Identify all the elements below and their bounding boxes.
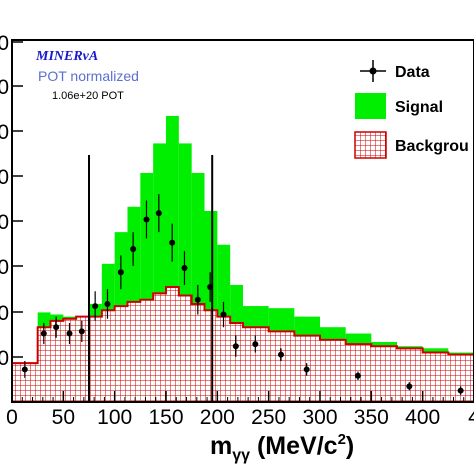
y-tick-label: 0 — [0, 302, 9, 325]
y-tick-label: 0 — [0, 32, 9, 55]
x-tick-label: 50 — [52, 406, 75, 429]
background-bar — [178, 295, 192, 402]
background-bar — [50, 320, 64, 402]
background-bar — [217, 316, 231, 402]
y-tick-label: 0 — [0, 121, 9, 144]
data-point — [207, 284, 214, 291]
normalization-label: POT normalized — [38, 68, 139, 84]
background-bar — [448, 354, 474, 402]
background-bar — [63, 318, 77, 402]
background-bar — [89, 316, 102, 402]
background-bar — [101, 310, 115, 402]
y-tick-label: 0 — [0, 166, 9, 189]
x-tick-label: 300 — [302, 406, 337, 429]
data-point — [155, 210, 162, 217]
data-point — [53, 324, 60, 331]
background-bar — [76, 316, 89, 402]
background-bar — [114, 306, 128, 402]
y-tick-label: 0 — [0, 256, 9, 279]
y-tick-label: 0 — [0, 211, 9, 234]
background-bar — [37, 327, 51, 402]
data-point — [194, 296, 201, 303]
x-axis-title: mγγ (MeV/c2) — [210, 431, 354, 464]
data-point — [406, 383, 413, 390]
x-tick-label: 150 — [148, 406, 183, 429]
background-bar — [153, 293, 166, 402]
legend-background-swatch — [354, 131, 387, 159]
data-point — [220, 311, 227, 318]
x-tick-label: 350 — [354, 406, 389, 429]
legend-background-label: Backgrou — [395, 138, 469, 155]
data-point — [40, 330, 47, 337]
y-tick-labels: 0 0 0 0 0 0 0 0 — [0, 32, 9, 370]
background-bar — [191, 303, 205, 402]
data-point — [130, 246, 137, 253]
data-point — [232, 343, 239, 350]
data-point — [181, 265, 188, 272]
data-point — [457, 387, 464, 394]
x-tick-label: 100 — [97, 406, 132, 429]
data-point — [169, 239, 176, 246]
x-tick-label: 250 — [251, 406, 286, 429]
data-point — [66, 330, 73, 337]
background-bar — [320, 339, 346, 402]
data-point — [92, 303, 99, 310]
background-bar — [268, 331, 295, 402]
data-point — [354, 372, 361, 379]
legend: Data Signal Backgrou — [354, 60, 469, 159]
y-tick-label: 0 — [0, 76, 9, 99]
background-bar — [397, 348, 423, 402]
background-bar — [230, 322, 243, 402]
legend-signal-swatch — [355, 93, 386, 119]
data-point — [277, 351, 284, 358]
x-tick-label: 200 — [200, 406, 235, 429]
x-tick-label: 400 — [405, 406, 440, 429]
background-bar — [127, 301, 141, 402]
experiment-label: MINERνA — [35, 49, 98, 64]
x-tick-labels: 0 50 100 150 200 250 300 350 400 4 — [6, 406, 474, 429]
data-point — [252, 341, 259, 348]
background-bar — [140, 299, 154, 402]
pot-label: 1.06e+20 POT — [52, 90, 124, 102]
data-point — [117, 269, 124, 276]
data-points — [21, 194, 464, 395]
background-outline — [12, 286, 474, 365]
y-tick-label: 0 — [0, 347, 9, 370]
data-point — [143, 216, 150, 223]
background-bar — [204, 310, 218, 402]
background-bar — [422, 352, 449, 402]
background-bar — [371, 346, 397, 402]
x-tick-label: 0 — [6, 406, 18, 429]
data-point — [78, 328, 85, 335]
data-point — [303, 366, 310, 373]
data-point — [104, 300, 111, 307]
x-tick-label: 4 — [468, 406, 474, 429]
cut-lines — [88, 155, 214, 402]
legend-data-marker — [369, 67, 377, 75]
data-point — [21, 366, 28, 373]
background-bar — [166, 287, 179, 402]
legend-signal-label: Signal — [395, 99, 443, 116]
legend-data-label: Data — [395, 64, 430, 81]
axis-ticks — [11, 41, 474, 402]
